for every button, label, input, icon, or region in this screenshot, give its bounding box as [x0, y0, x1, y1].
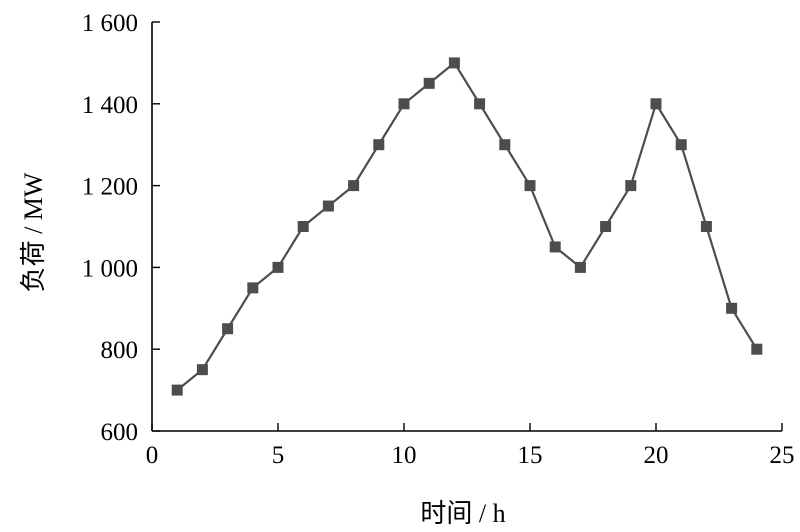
data-point — [700, 221, 712, 232]
data-point — [499, 139, 511, 151]
x-tick-label: 20 — [644, 442, 669, 469]
data-point — [574, 261, 586, 273]
x-tick-label: 10 — [392, 442, 417, 469]
y-tick-label: 600 — [101, 419, 139, 446]
series-line — [176, 61, 758, 391]
data-point — [524, 180, 536, 192]
data-point — [751, 343, 763, 355]
data-point — [222, 323, 234, 335]
data-point — [247, 282, 259, 294]
x-tick-label: 25 — [770, 442, 795, 469]
data-point — [549, 241, 561, 253]
x-tick-label: 0 — [146, 442, 159, 469]
data-point — [297, 221, 309, 232]
y-tick-label: 1 400 — [82, 92, 138, 119]
data-point — [448, 57, 460, 69]
y-axis-title: 负荷 / MW — [19, 172, 48, 292]
data-point — [348, 180, 360, 192]
data-point — [373, 139, 385, 151]
data-point — [322, 200, 334, 212]
data-point — [272, 261, 284, 273]
data-point — [474, 98, 486, 110]
data-point — [675, 139, 687, 151]
x-tick-label: 5 — [272, 442, 285, 469]
x-tick-label: 15 — [518, 442, 543, 469]
x-axis-title: 时间 / h — [420, 499, 505, 528]
data-point — [650, 98, 662, 110]
data-point — [398, 98, 410, 110]
axes — [151, 22, 782, 432]
y-tick-label: 800 — [101, 337, 139, 364]
data-point — [726, 302, 738, 314]
x-ticks: 0 5 10 15 20 25 — [146, 423, 795, 469]
data-point — [600, 221, 612, 232]
y-tick-label: 1 600 — [82, 10, 138, 37]
data-point — [196, 364, 208, 376]
y-tick-label: 1 200 — [82, 174, 138, 201]
plot-area — [171, 57, 763, 396]
data-point — [625, 180, 637, 192]
data-point — [423, 77, 435, 89]
data-point — [171, 384, 183, 396]
y-ticks: 600 800 1 000 1 200 1 400 1 600 — [82, 10, 160, 446]
y-tick-label: 1 000 — [82, 255, 138, 282]
